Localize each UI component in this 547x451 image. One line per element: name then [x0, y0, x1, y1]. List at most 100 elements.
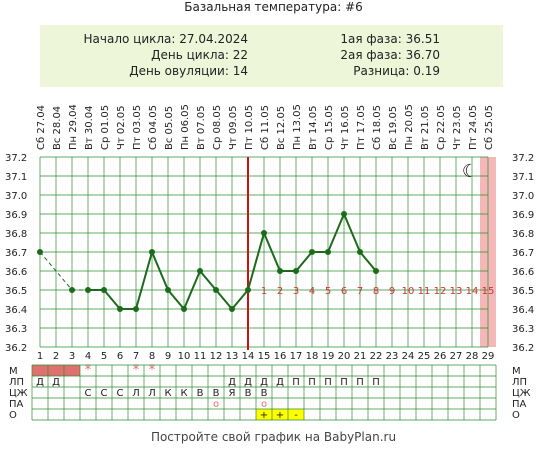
temperature-point: [165, 287, 171, 293]
x-day-number: 14: [242, 351, 255, 362]
temperature-point: [373, 268, 379, 274]
y-tick-left: 36.4: [5, 305, 27, 316]
post-ovulation-day-label: 10: [402, 286, 415, 297]
temperature-point: [277, 268, 283, 274]
cycle-info-panel: Начало цикла: 27.04.2024 День цикла: 22 …: [40, 25, 503, 87]
x-date-label: Пт 03.05: [132, 105, 143, 150]
x-day-number: 26: [434, 351, 447, 362]
post-ovulation-day-label: 7: [357, 286, 363, 297]
table-cell-text: *: [133, 363, 140, 378]
cycle-day-row: День цикла: 22: [48, 47, 248, 63]
x-day-number: 24: [402, 351, 415, 362]
temperature-point: [341, 211, 347, 217]
table-cell-text: В: [261, 388, 268, 399]
temperature-segment: [167, 289, 185, 310]
ovulation-day-value: 14: [232, 64, 248, 78]
y-tick-left: 36.2: [5, 343, 27, 354]
temperature-point: [309, 249, 315, 255]
menstruation-cell: [64, 365, 80, 376]
x-day-number: 18: [306, 351, 319, 362]
x-day-number: 7: [133, 351, 139, 362]
x-date-label: Сб 18.05: [372, 105, 383, 150]
x-day-number: 19: [322, 351, 335, 362]
y-tick-left: 36.6: [5, 267, 27, 278]
x-day-number: 4: [85, 351, 91, 362]
table-cell-text: +: [260, 410, 268, 421]
x-date-label: Пн 29.04: [68, 104, 79, 150]
ovulation-day-row: День овуляции: 14: [48, 63, 248, 79]
x-date-label: Вт 30.04: [84, 106, 95, 151]
temperature-point: [197, 268, 203, 274]
temperature-segment: [359, 251, 377, 272]
x-day-number: 28: [466, 351, 479, 362]
temperature-point: [69, 287, 75, 293]
x-day-number: 1: [37, 351, 43, 362]
x-date-label: Чт 02.05: [116, 106, 127, 151]
phase2-value: 36.70: [405, 48, 440, 62]
post-ovulation-day-label: 15: [482, 286, 495, 297]
y-tick-right: 37.0: [512, 191, 534, 202]
x-date-label: Чт 09.05: [228, 106, 239, 151]
y-tick-right: 36.2: [512, 343, 534, 354]
x-day-number: 23: [386, 351, 399, 362]
table-row-label-right: ЛП: [512, 377, 527, 388]
x-day-number: 22: [370, 351, 383, 362]
table-row-label-right: ЦЖ: [512, 388, 531, 399]
temperature-segment: [231, 289, 249, 310]
x-day-number: 12: [210, 351, 223, 362]
post-ovulation-day-label: 12: [434, 286, 447, 297]
table-cell-text: С: [101, 388, 108, 399]
temperature-segment: [151, 251, 169, 291]
temperature-segment: [103, 289, 121, 310]
x-date-label: Ср 01.05: [100, 105, 111, 150]
table-cell-text: *: [149, 363, 156, 378]
y-tick-right: 36.6: [512, 267, 534, 278]
temperature-segment: [39, 251, 73, 291]
post-ovulation-day-label: 3: [293, 286, 299, 297]
x-day-number: 2: [53, 351, 59, 362]
y-tick-left: 37.1: [5, 172, 27, 183]
x-day-number: 25: [418, 351, 431, 362]
y-tick-left: 37.0: [5, 191, 27, 202]
table-cell-text: В: [197, 388, 204, 399]
post-ovulation-day-label: 4: [309, 286, 315, 297]
x-date-label: Пн 20.05: [404, 104, 415, 150]
table-cell-text: +: [276, 410, 284, 421]
post-ovulation-day-label: 8: [373, 286, 379, 297]
x-day-number: 17: [290, 351, 303, 362]
x-date-label: Пт 24.05: [468, 105, 479, 150]
menstruation-cell: [48, 365, 64, 376]
x-date-label: Сб 25.05: [484, 105, 495, 150]
ovulation-test-cell: [272, 409, 288, 420]
table-cell-text: П: [372, 377, 380, 388]
table-row-label-right: ПА: [512, 399, 527, 410]
chart-title: Базальная температура: #6: [184, 0, 363, 14]
post-ovulation-day-label: 14: [466, 286, 479, 297]
x-day-number: 29: [482, 351, 495, 362]
x-day-number: 9: [165, 351, 171, 362]
x-date-label: Чт 16.05: [340, 106, 351, 151]
table-cell-text: С: [117, 388, 124, 399]
temperature-point: [293, 268, 299, 274]
cycle-start-label: Начало цикла:: [83, 32, 176, 46]
table-row-label-left: ПА: [9, 399, 24, 410]
footer-link[interactable]: Постройте свой график на BabyPlan.ru: [150, 430, 397, 444]
temperature-point: [181, 306, 187, 312]
temperature-segment: [183, 270, 201, 310]
table-cell-text: В: [245, 388, 252, 399]
y-tick-right: 36.8: [512, 229, 534, 240]
post-ovulation-day-label: 5: [325, 286, 331, 297]
crescent-moon-icon: ☾: [462, 161, 478, 182]
y-tick-left: 37.2: [5, 153, 27, 164]
table-cell-text: Д: [36, 377, 44, 388]
temperature-point: [213, 287, 219, 293]
x-day-number: 13: [226, 351, 239, 362]
post-ovulation-day-label: 1: [261, 286, 267, 297]
x-date-label: Ср 15.05: [324, 105, 335, 150]
x-date-label: Сб 11.05: [260, 105, 271, 150]
table-cell-text: П: [340, 377, 348, 388]
post-ovulation-day-label: 9: [389, 286, 395, 297]
x-day-number: 3: [69, 351, 75, 362]
cycle-start-value: 27.04.2024: [179, 32, 248, 46]
table-cell-text: П: [308, 377, 316, 388]
